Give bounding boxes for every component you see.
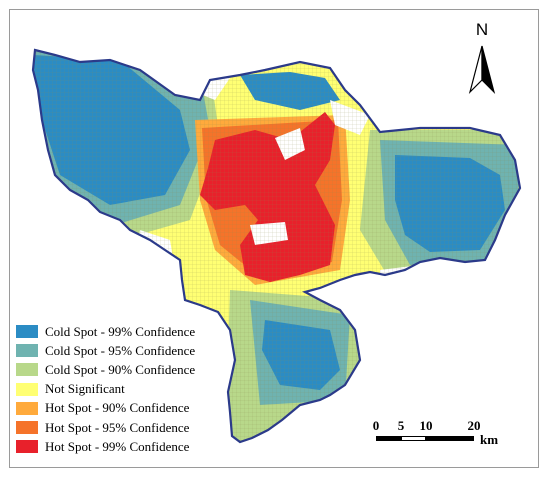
legend-swatch [16, 363, 38, 377]
legend-label: Cold Spot - 90% Confidence [45, 361, 196, 377]
legend-label: Hot Spot - 90% Confidence [45, 400, 190, 416]
region-boundary [31, 48, 522, 444]
legend-swatch [16, 382, 38, 396]
scale-segment [401, 436, 426, 441]
scale-tick-label: 0 [372, 418, 380, 433]
legend-item: Hot Spot - 95% Confidence [16, 418, 226, 437]
legend-swatch [16, 325, 38, 339]
legend-swatch [16, 344, 38, 358]
legend-swatch [16, 421, 38, 435]
scale-unit: km [480, 432, 499, 447]
legend-item: Cold Spot - 95% Confidence [16, 341, 226, 360]
scale-tick-label: 10 [419, 418, 433, 433]
legend-label: Hot Spot - 95% Confidence [45, 419, 190, 435]
legend-item: Not Significant [16, 380, 226, 399]
scale-segment [376, 436, 401, 441]
scale-tick-label: 20 [467, 418, 481, 433]
map-legend: Cold Spot - 99% Confidence Cold Spot - 9… [16, 322, 226, 456]
legend-swatch [16, 440, 38, 454]
scale-tick-label: 5 [397, 418, 405, 433]
legend-label: Hot Spot - 99% Confidence [45, 438, 190, 454]
scale-bar: 0 5 10 20 km [368, 418, 508, 458]
legend-item: Hot Spot - 90% Confidence [16, 399, 226, 418]
north-arrow-icon [468, 45, 496, 94]
north-label: N [475, 20, 489, 39]
legend-label: Not Significant [45, 381, 125, 397]
legend-item: Cold Spot - 90% Confidence [16, 360, 226, 379]
legend-item: Cold Spot - 99% Confidence [16, 322, 226, 341]
legend-label: Cold Spot - 95% Confidence [45, 342, 196, 358]
north-arrow: N [462, 20, 502, 100]
legend-label: Cold Spot - 99% Confidence [45, 323, 196, 339]
legend-swatch [16, 401, 38, 415]
legend-item: Hot Spot - 99% Confidence [16, 437, 226, 456]
scale-segment [426, 436, 474, 441]
